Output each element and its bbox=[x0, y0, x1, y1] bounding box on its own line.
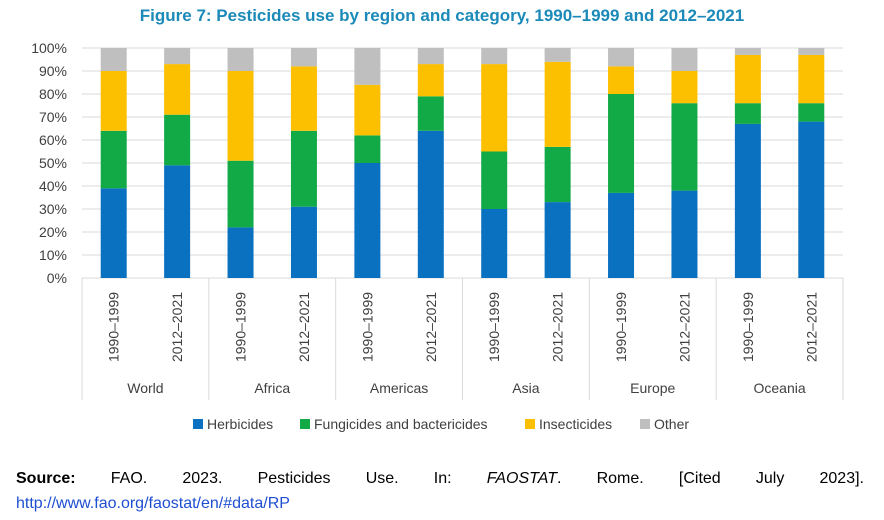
region-label: Africa bbox=[254, 380, 290, 396]
bar-segment bbox=[354, 48, 381, 85]
bar-segment bbox=[164, 165, 191, 278]
y-tick-label: 0% bbox=[47, 270, 67, 286]
y-tick-label: 30% bbox=[39, 201, 67, 217]
bar-segment bbox=[417, 48, 444, 65]
y-tick-label: 50% bbox=[39, 155, 67, 171]
gridlines bbox=[82, 47, 843, 279]
period-label: 1990–1999 bbox=[486, 292, 502, 362]
y-tick-label: 90% bbox=[39, 63, 67, 79]
bar-segment bbox=[798, 103, 825, 122]
region-label: Europe bbox=[630, 380, 675, 396]
source-note: Source: FAO. 2023. Pesticides Use. In: F… bbox=[16, 467, 864, 491]
bar-segment bbox=[608, 192, 635, 278]
period-label: 1990–1999 bbox=[359, 292, 375, 362]
bar-segment bbox=[417, 96, 444, 131]
bar-segment bbox=[417, 130, 444, 278]
bar-segment bbox=[671, 71, 698, 104]
bar-segment bbox=[227, 227, 254, 278]
period-label: 2012–2021 bbox=[296, 292, 312, 362]
y-tick-label: 20% bbox=[39, 224, 67, 240]
region-label: Americas bbox=[370, 380, 428, 396]
period-label: 2012–2021 bbox=[423, 292, 439, 362]
bar-segment bbox=[354, 163, 381, 278]
bar-segment bbox=[100, 130, 127, 189]
legend-label: Herbicides bbox=[207, 416, 273, 432]
period-label: 1990–1999 bbox=[740, 292, 756, 362]
bar-segment bbox=[608, 66, 635, 94]
chart-title: Figure 7: Pesticides use by region and c… bbox=[139, 6, 745, 25]
period-label: 2012–2021 bbox=[803, 292, 819, 362]
bar-segment bbox=[290, 66, 317, 131]
period-label: 2012–2021 bbox=[676, 292, 692, 362]
period-label: 2012–2021 bbox=[169, 292, 185, 362]
legend-label: Fungicides and bactericides bbox=[314, 416, 488, 432]
period-label: 1990–1999 bbox=[613, 292, 629, 362]
legend-swatch bbox=[300, 419, 310, 429]
bar-segment bbox=[290, 130, 317, 207]
bar-segment bbox=[798, 48, 825, 55]
bar-segment bbox=[290, 206, 317, 278]
bar-segment bbox=[164, 64, 191, 115]
x-axis-labels: 1990–1999 2012–2021 1990–1999 2012–2021 1990… bbox=[81, 278, 844, 400]
y-tick-label: 100% bbox=[31, 40, 67, 56]
bar-segment bbox=[798, 54, 825, 104]
y-tick-label: 40% bbox=[39, 178, 67, 194]
bar-segment bbox=[417, 64, 444, 97]
period-label: 1990–1999 bbox=[233, 292, 249, 362]
source-text-before: FAO. 2023. Pesticides Use. In: bbox=[75, 470, 487, 487]
bar-segment bbox=[481, 64, 508, 152]
period-label: 1990–1999 bbox=[106, 292, 122, 362]
legend-label: Other bbox=[654, 416, 689, 432]
source-text-after: . Rome. [Cited July 2023]. bbox=[556, 470, 864, 487]
y-tick-label: 10% bbox=[39, 247, 67, 263]
bar-segment bbox=[544, 61, 571, 147]
bar-segment bbox=[544, 48, 571, 62]
bar-segment bbox=[227, 160, 254, 228]
bar-segment bbox=[671, 103, 698, 191]
source-link[interactable]: http://www.fao.org/faostat/en/#data/RP bbox=[16, 495, 290, 512]
bar-segment bbox=[481, 151, 508, 209]
legend-swatch bbox=[193, 419, 203, 429]
bar-segment bbox=[544, 146, 571, 203]
bar-segment bbox=[671, 190, 698, 278]
legend-swatch bbox=[525, 419, 535, 429]
legend: Herbicides Fungicides and bactericides Ins… bbox=[193, 416, 689, 432]
source-italic: FAOSTAT bbox=[486, 470, 557, 487]
bar-segment bbox=[481, 48, 508, 65]
stacked-bar-chart: 0% 10% 20% 30% 40% 50% 60% 70% 80% 90% 100% 1990–1… bbox=[31, 40, 844, 432]
bar-segment bbox=[354, 135, 381, 163]
source-label: Source: bbox=[16, 470, 76, 487]
y-tick-label: 60% bbox=[39, 132, 67, 148]
bar-segment bbox=[164, 114, 191, 166]
bar-segment bbox=[164, 48, 191, 65]
bar-segment bbox=[100, 48, 127, 71]
bar-segment bbox=[608, 94, 635, 193]
bar-segment bbox=[227, 71, 254, 161]
bar-segment bbox=[734, 54, 761, 104]
bar-segment bbox=[481, 209, 508, 278]
bars bbox=[100, 48, 825, 279]
period-label: 2012–2021 bbox=[550, 292, 566, 362]
bar-segment bbox=[734, 123, 761, 279]
bar-segment bbox=[734, 48, 761, 55]
region-label: Oceania bbox=[754, 380, 806, 396]
y-tick-label: 70% bbox=[39, 109, 67, 125]
region-label: World bbox=[127, 380, 163, 396]
legend-label: Insecticides bbox=[539, 416, 612, 432]
bar-segment bbox=[734, 103, 761, 124]
bar-segment bbox=[100, 71, 127, 131]
bar-segment bbox=[671, 48, 698, 71]
y-tick-label: 80% bbox=[39, 86, 67, 102]
bar-segment bbox=[290, 48, 317, 67]
bar-segment bbox=[100, 188, 127, 278]
bar-segment bbox=[544, 202, 571, 278]
legend-swatch bbox=[640, 419, 650, 429]
bar-segment bbox=[354, 84, 381, 136]
bar-segment bbox=[608, 48, 635, 67]
y-axis-ticks: 0% 10% 20% 30% 40% 50% 60% 70% 80% 90% 100% bbox=[31, 40, 67, 286]
bar-segment bbox=[227, 48, 254, 71]
bar-segment bbox=[798, 121, 825, 278]
region-label: Asia bbox=[512, 380, 539, 396]
